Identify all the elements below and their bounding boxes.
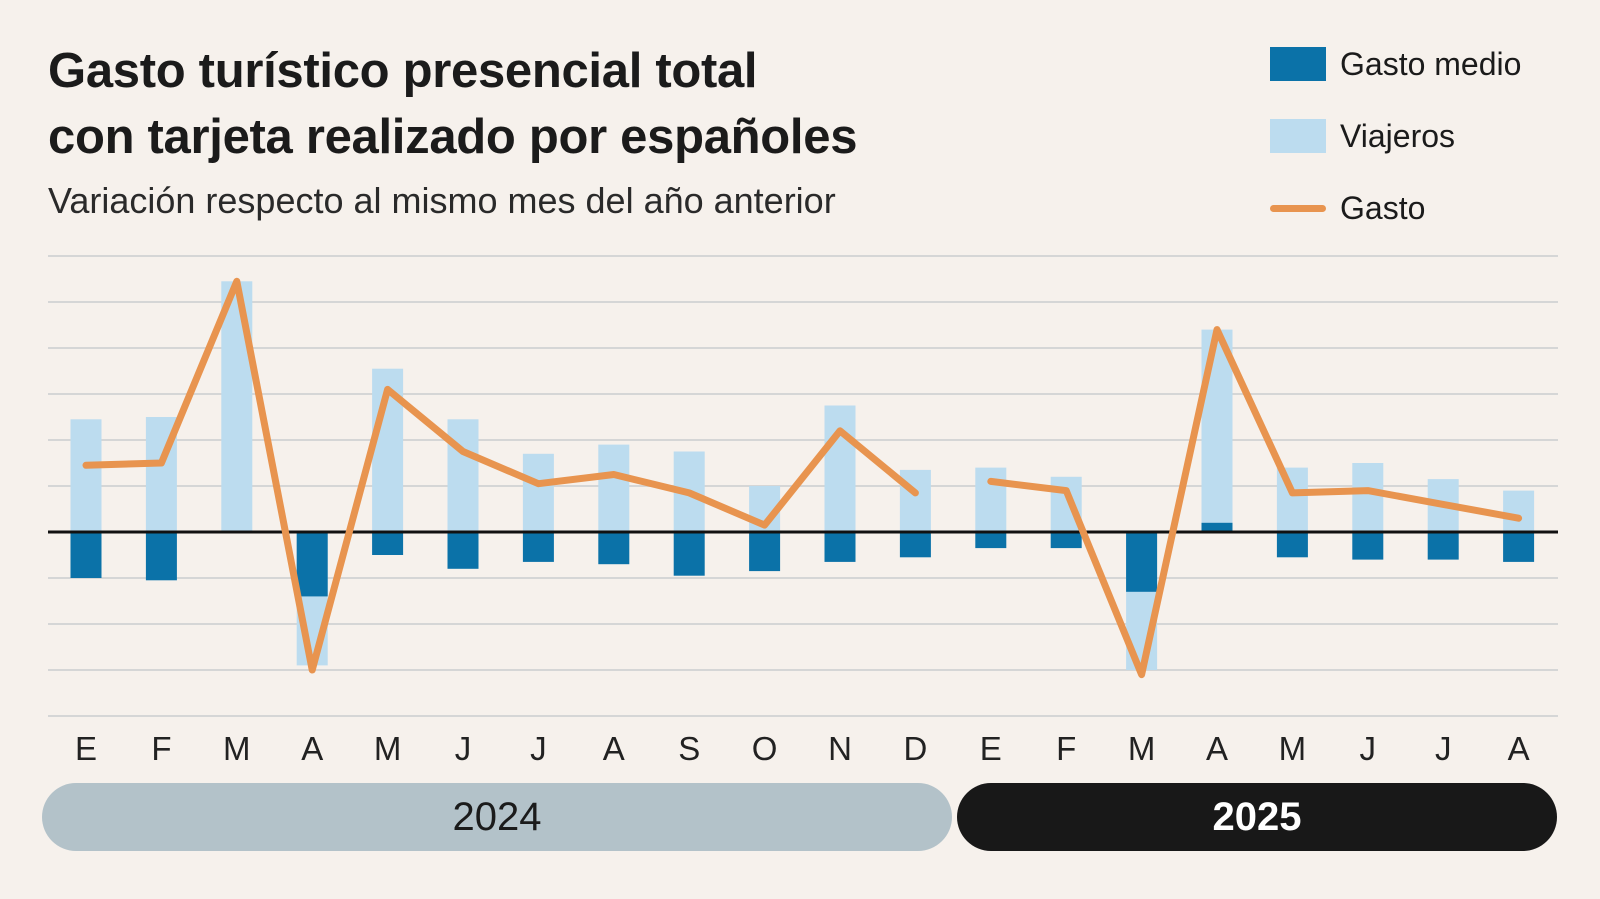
bar-gasto-medio-18 — [1427, 532, 1459, 560]
legend-item-viajeros: Viajeros — [1270, 116, 1455, 156]
x-tick-label-14: M — [1128, 730, 1156, 767]
x-tick-label-7: A — [603, 730, 625, 767]
x-tick-label-16: M — [1279, 730, 1307, 767]
bars — [70, 281, 1535, 670]
year-label-2025: 2025 — [957, 783, 1557, 851]
bar-gasto-medio-15 — [1201, 522, 1233, 532]
x-tick-label-18: J — [1435, 730, 1452, 767]
x-tick-label-13: F — [1056, 730, 1076, 767]
bar-viajeros-5 — [447, 419, 479, 532]
legend-label-gasto-medio: Gasto medio — [1340, 45, 1522, 82]
bar-gasto-medio-11 — [899, 532, 931, 558]
bar-gasto-medio-6 — [522, 532, 554, 562]
x-tick-label-5: J — [455, 730, 472, 767]
bar-gasto-medio-7 — [598, 532, 630, 565]
gasto-line-2025 — [987, 326, 1523, 679]
bar-gasto-medio-16 — [1276, 532, 1308, 558]
bar-gasto-medio-5 — [447, 532, 479, 569]
bar-gasto-medio-9 — [749, 532, 781, 572]
x-tick-label-19: A — [1508, 730, 1530, 767]
legend-label-viajeros: Viajeros — [1340, 117, 1456, 154]
x-tick-label-12: E — [980, 730, 1002, 767]
x-tick-label-2: M — [223, 730, 251, 767]
x-tick-label-1: F — [151, 730, 171, 767]
bar-viajeros-11 — [899, 469, 931, 532]
legend-item-gasto: Gasto — [1270, 188, 1425, 228]
bar-viajeros-17 — [1352, 463, 1384, 532]
bar-gasto-medio-19 — [1503, 532, 1535, 562]
bar-gasto-medio-14 — [1126, 532, 1158, 592]
legend-swatch-gasto-medio — [1270, 47, 1326, 81]
chart-title-line-2: con tarjeta realizado por españoles — [48, 110, 858, 164]
legend-label-gasto: Gasto — [1340, 189, 1426, 226]
x-tick-label-0: E — [75, 730, 97, 767]
legend-line-gasto — [1270, 204, 1326, 212]
bar-viajeros-19 — [1503, 490, 1535, 532]
bar-gasto-medio-8 — [673, 532, 705, 576]
bar-gasto-medio-1 — [145, 532, 177, 581]
x-tick-label-6: J — [530, 730, 547, 767]
x-tick-label-9: O — [752, 730, 778, 767]
bar-viajeros-7 — [598, 444, 630, 532]
year-label-2024: 2024 — [42, 783, 952, 851]
x-tick-label-11: D — [903, 730, 927, 767]
legend-item-gasto-medio: Gasto medio — [1270, 44, 1521, 84]
bar-gasto-medio-13 — [1050, 532, 1082, 549]
chart-title: Gasto turístico presencial total con tar… — [48, 38, 857, 170]
gasto-line-2024 — [82, 277, 919, 674]
bar-viajeros-12 — [975, 467, 1007, 532]
chart-subtitle: Variación respecto al mismo mes del año … — [48, 180, 836, 221]
x-tick-label-15: A — [1206, 730, 1228, 767]
gasto-line-layer — [82, 277, 1523, 679]
bar-gasto-medio-4 — [372, 532, 404, 555]
legend-swatch-viajeros — [1270, 119, 1326, 153]
bar-viajeros-0 — [70, 419, 102, 532]
bar-gasto-medio-0 — [70, 532, 102, 578]
bar-viajeros-6 — [522, 453, 554, 532]
bar-gasto-medio-12 — [975, 532, 1007, 549]
x-tick-label-10: N — [828, 730, 852, 767]
bar-gasto-medio-17 — [1352, 532, 1384, 560]
chart-title-line-1: Gasto turístico presencial total — [48, 44, 758, 98]
x-tick-label-17: J — [1360, 730, 1377, 767]
bar-gasto-medio-10 — [824, 532, 856, 562]
bar-viajeros-10 — [824, 405, 856, 532]
x-tick-label-8: S — [678, 730, 700, 767]
bar-gasto-medio-3 — [296, 532, 328, 597]
x-tick-label-4: M — [374, 730, 402, 767]
x-tick-label-3: A — [301, 730, 323, 767]
